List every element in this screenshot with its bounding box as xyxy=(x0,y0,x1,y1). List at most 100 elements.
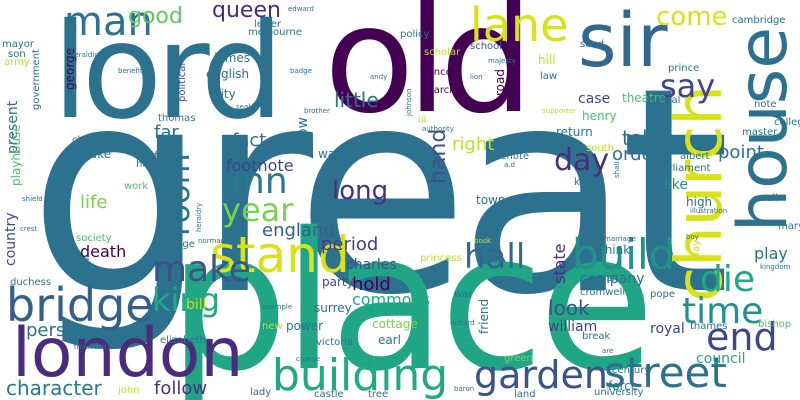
word-shield: shield xyxy=(22,195,43,203)
word-a.d: a.d xyxy=(504,161,515,169)
word-college: college xyxy=(774,117,800,128)
word-hill: hill xyxy=(538,53,556,67)
word-know: know xyxy=(295,117,311,154)
word-place: place xyxy=(168,192,655,400)
word-scholar: scholar xyxy=(424,47,461,58)
word-cromwell: cromwell xyxy=(580,287,626,298)
word-building: building xyxy=(272,350,449,400)
word-royal: royal xyxy=(650,321,685,337)
word-thames: thames xyxy=(690,321,728,332)
word-bridge: bridge xyxy=(6,278,154,332)
word-water: water xyxy=(318,147,353,161)
word-oxford: oxford xyxy=(140,149,178,163)
word-pope: pope xyxy=(650,289,675,300)
word-policy: policy xyxy=(400,29,430,40)
word-say: say xyxy=(660,67,716,105)
word-town: town xyxy=(476,193,506,207)
word-return: return xyxy=(556,125,593,139)
word-war: war xyxy=(454,289,473,300)
word-bill: bill xyxy=(186,297,207,313)
word-mile: mile xyxy=(68,255,90,266)
word-henry: henry xyxy=(582,109,617,123)
word-old: old xyxy=(324,0,534,146)
word-party: party xyxy=(322,275,354,289)
word-day: day xyxy=(554,143,610,178)
word-archbishop: archbishop xyxy=(70,145,109,153)
word-year: year xyxy=(222,191,294,229)
word-andy: andy xyxy=(370,73,388,81)
word-thomas: thomas xyxy=(158,113,196,124)
word-road: road xyxy=(493,69,507,96)
word-university: university xyxy=(594,387,644,398)
word-parliament: parliament xyxy=(656,163,711,174)
word-way: way xyxy=(691,239,702,260)
word-bishop: bishop xyxy=(758,319,792,330)
word-look: look xyxy=(548,296,590,320)
word-country: country xyxy=(3,212,19,266)
word-queen: queen xyxy=(212,0,281,23)
word-note: note xyxy=(754,99,777,110)
word-mary: mary xyxy=(778,221,800,232)
word-cambridge: cambridge xyxy=(732,15,786,26)
word-government: government xyxy=(31,49,42,110)
word-state: state xyxy=(550,243,569,284)
word-edward: edward xyxy=(288,5,314,13)
word-tree: tree xyxy=(368,389,389,400)
word-duke: duke xyxy=(82,147,112,161)
word-journal: journal xyxy=(646,95,681,106)
word-hand: hand xyxy=(426,128,451,184)
word-time: time xyxy=(682,291,764,332)
word-point: point xyxy=(718,142,764,163)
word-badge: badge xyxy=(290,67,312,75)
word-history: history xyxy=(136,159,171,170)
word-new: new xyxy=(262,321,283,332)
word-lady: lady xyxy=(250,387,272,398)
word-society: society xyxy=(76,233,112,244)
word-run: run xyxy=(560,199,577,210)
word-surrey: surrey xyxy=(314,301,352,315)
word-build: build xyxy=(572,230,676,279)
word-land: land xyxy=(514,389,536,400)
word-inn: inn xyxy=(232,161,288,202)
word-garden: garden xyxy=(474,353,608,397)
word-city: city xyxy=(214,87,236,101)
word-victoria: victoria xyxy=(316,337,354,348)
word-council: council xyxy=(696,351,746,367)
word-charge: charge xyxy=(296,355,321,363)
word-norman: norman xyxy=(198,237,226,245)
word-friend: friend xyxy=(477,298,491,334)
word-england: england xyxy=(262,220,335,241)
word-visit: visit xyxy=(598,273,619,284)
word-heraldry: heraldry xyxy=(195,202,203,232)
word-earl: earl xyxy=(378,333,402,347)
word-english: english xyxy=(206,67,250,81)
word-thousand: thousand xyxy=(74,343,107,351)
word-green: green xyxy=(504,353,533,364)
word-prince: prince xyxy=(668,63,700,74)
word-cottage: cottage xyxy=(372,317,418,331)
word-high: high xyxy=(686,195,713,209)
word-sir: sir xyxy=(578,0,668,84)
word-die: die xyxy=(700,259,756,300)
word-man: man xyxy=(64,0,153,45)
word-heraldic: heraldic xyxy=(70,51,99,59)
word-son: son xyxy=(8,49,26,60)
word-life: life xyxy=(80,192,108,213)
word-like: like xyxy=(664,177,689,193)
word-work: work xyxy=(124,181,149,192)
word-france: france xyxy=(420,67,452,78)
word-example: example xyxy=(262,303,293,311)
word-marry: marry xyxy=(352,199,373,207)
word-authority: authority xyxy=(422,125,454,133)
word-sidenote: sidenote xyxy=(486,151,530,162)
word-company: company xyxy=(580,271,645,287)
word-duchess: duchess xyxy=(10,277,52,288)
word-political: political xyxy=(177,62,188,102)
word-london: london xyxy=(12,314,244,393)
word-death: death xyxy=(80,242,127,261)
word-book: book xyxy=(474,237,492,245)
word-far: far xyxy=(154,122,179,143)
word-street: street xyxy=(604,348,727,397)
word-james: james xyxy=(214,51,251,65)
